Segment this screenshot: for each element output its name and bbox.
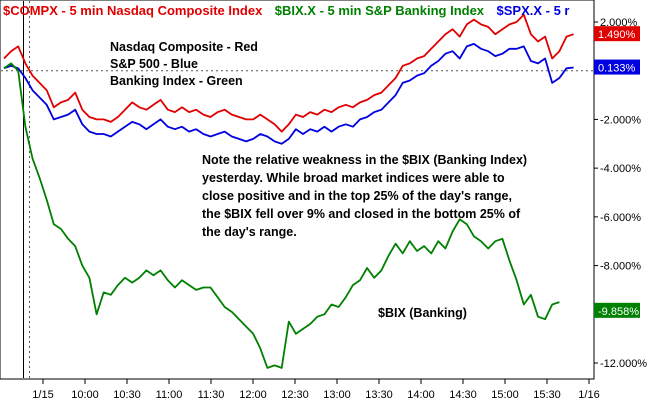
x-tick-label: 1/16: [578, 389, 599, 401]
series-line-spxx: [3, 43, 574, 145]
title-bix: $BIX.X - 5 min S&P Banking Index: [275, 3, 485, 18]
x-tick-label: 15:00: [491, 389, 519, 401]
badge-background: [594, 302, 640, 318]
title-spx: $SPX.X - 5 r: [497, 3, 570, 18]
note-line-5: the day's range.: [202, 225, 297, 239]
series-layer: [3, 13, 574, 369]
x-tick-label: 15:30: [533, 389, 561, 401]
x-tick-label: 13:30: [365, 389, 393, 401]
last-value-badge-compx: 1.490%: [594, 26, 640, 42]
x-tick-label: 11:30: [198, 389, 225, 401]
badge-background: [594, 26, 640, 42]
note-line-2: yesterday. While broad market indices we…: [202, 171, 505, 185]
last-value-badges: 1.490% 0.133% -9.858%: [594, 26, 640, 318]
badge-background: [594, 59, 640, 75]
legend-line-banking: Banking Index - Green: [110, 74, 243, 88]
chart-title: $COMPX - 5 min Nasdaq Composite Index $B…: [3, 2, 569, 19]
x-tick-label: 12:00: [239, 389, 267, 401]
last-value-badge-spxx: 0.133%: [594, 59, 640, 75]
bix-series-label: $BIX (Banking): [378, 306, 467, 320]
x-tick-label: 10:00: [71, 389, 99, 401]
x-tick-label: 13:00: [323, 389, 351, 401]
y-tick-label: -8.000%: [600, 261, 641, 273]
legend-line-nasdaq: Nasdaq Composite - Red: [110, 40, 258, 54]
y-tick-label: -12.000%: [600, 358, 647, 370]
series-line-compx: [3, 13, 574, 133]
gridlines: [1, 1, 593, 378]
title-compx: $COMPX - 5 min Nasdaq Composite Index: [3, 3, 263, 18]
note-line-3: close positive and in the top 25% of the…: [202, 189, 512, 203]
x-axis: 1/15 10:00 10:30 11:00 11:30 12:00 12:30 13:00 1…: [32, 379, 600, 401]
badge-value: 1.490%: [598, 29, 636, 41]
note-line-4: the $BIX fell over 9% and closed in the …: [202, 207, 521, 221]
y-tick-label: 2.000%: [600, 17, 638, 29]
series-line-bixx: [3, 62, 560, 369]
x-tick-label: 12:30: [281, 389, 309, 401]
x-tick-label: 10:30: [113, 389, 141, 401]
legend-line-sp500: S&P 500 - Blue: [110, 57, 198, 71]
y-tick-label: -6.000%: [600, 212, 641, 224]
last-value-badge-bixx: -9.858%: [594, 302, 640, 318]
commentary-note: Note the relative weakness in the $BIX (…: [202, 153, 527, 239]
series-legend-note: Nasdaq Composite - Red S&P 500 - Blue Ba…: [110, 40, 258, 88]
badge-value: 0.133%: [598, 63, 636, 75]
x-tick-label: 1/15: [32, 389, 53, 401]
x-tick-label: 11:00: [156, 389, 183, 401]
y-tick-label: -2.000%: [600, 114, 641, 126]
note-line-1: Note the relative weakness in the $BIX (…: [202, 153, 527, 167]
badge-value: -9.858%: [598, 306, 639, 318]
y-tick-label: -4.000%: [600, 163, 641, 175]
plot-border: [0, 0, 595, 380]
x-tick-label: 14:30: [449, 389, 477, 401]
x-tick-label: 14:00: [407, 389, 435, 401]
